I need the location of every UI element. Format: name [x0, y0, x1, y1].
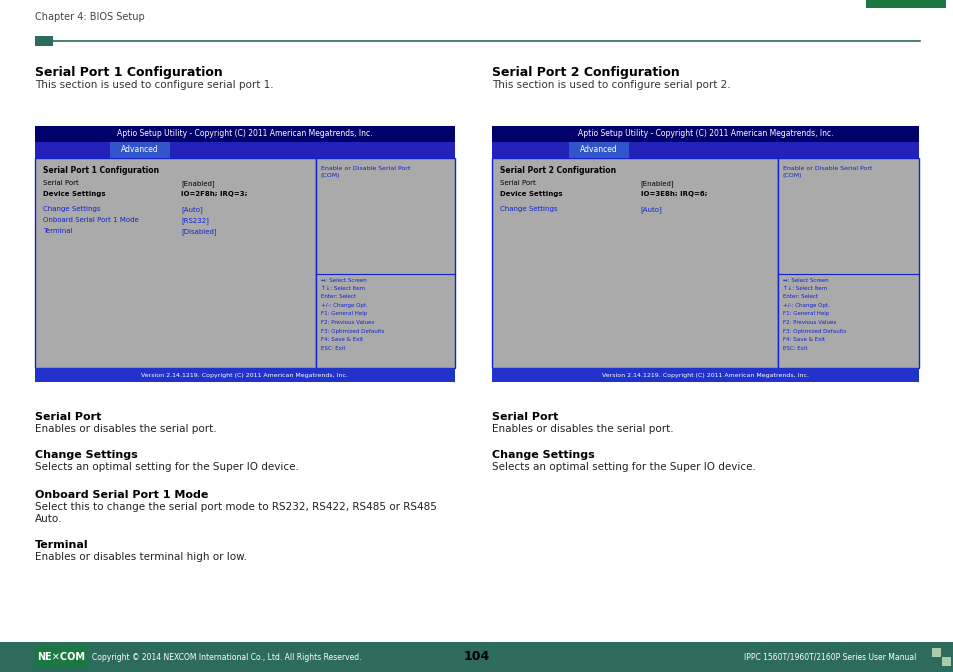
Text: Serial Port 2 Configuration: Serial Port 2 Configuration [492, 66, 679, 79]
Text: 104: 104 [463, 650, 490, 663]
Text: Terminal: Terminal [35, 540, 89, 550]
Text: ↑↓: Select Item: ↑↓: Select Item [320, 286, 365, 291]
Text: F2: Previous Values: F2: Previous Values [782, 320, 836, 325]
Text: [Enabled]: [Enabled] [640, 180, 674, 187]
Bar [315, 158, 455, 368]
Bar [35, 126, 455, 142]
Bar [110, 142, 170, 158]
Text: Serial Port 1 Configuration: Serial Port 1 Configuration [43, 166, 159, 175]
Text: Enable or Disable Serial Port
(COM): Enable or Disable Serial Port (COM) [782, 166, 871, 178]
Text: F4: Save & Exit: F4: Save & Exit [782, 337, 824, 342]
Text: Auto.: Auto. [35, 514, 63, 524]
Text: Select this to change the serial port mode to RS232, RS422, RS485 or RS485: Select this to change the serial port mo… [35, 502, 436, 512]
Bar [931, 657, 940, 666]
Text: ESC: Exit: ESC: Exit [782, 345, 806, 351]
Text: Serial Port: Serial Port [35, 412, 101, 422]
Text: F3: Optimized Defaults: F3: Optimized Defaults [320, 329, 384, 333]
Text: Terminal: Terminal [43, 228, 72, 234]
Text: +/-: Change Opt.: +/-: Change Opt. [320, 303, 367, 308]
Text: This section is used to configure serial port 2.: This section is used to configure serial… [492, 80, 730, 90]
Bar [941, 657, 950, 666]
Text: ↑↓: Select Item: ↑↓: Select Item [782, 286, 826, 291]
Bar [941, 648, 950, 657]
Text: +/-: Change Opt.: +/-: Change Opt. [782, 303, 829, 308]
Bar [931, 648, 940, 657]
Text: [Disabled]: [Disabled] [181, 228, 216, 235]
Bar [778, 158, 918, 368]
Text: Serial Port: Serial Port [499, 180, 536, 186]
Bar [35, 36, 53, 46]
Text: F4: Save & Exit: F4: Save & Exit [320, 337, 363, 342]
Text: Copyright © 2014 NEXCOM International Co., Ltd. All Rights Reserved.: Copyright © 2014 NEXCOM International Co… [91, 653, 361, 661]
Text: ESC: Exit: ESC: Exit [320, 345, 345, 351]
Text: Change Settings: Change Settings [35, 450, 137, 460]
Text: Aptio Setup Utility - Copyright (C) 2011 American Megatrends, Inc.: Aptio Setup Utility - Copyright (C) 2011… [117, 130, 373, 138]
Text: Onboard Serial Port 1 Mode: Onboard Serial Port 1 Mode [43, 217, 138, 223]
Text: Serial Port: Serial Port [492, 412, 558, 422]
Text: Onboard Serial Port 1 Mode: Onboard Serial Port 1 Mode [35, 490, 208, 500]
Text: Advanced: Advanced [579, 146, 617, 155]
Bar [568, 142, 628, 158]
Bar [35, 142, 455, 158]
Text: Enter: Select: Enter: Select [320, 294, 355, 300]
Text: Serial Port: Serial Port [43, 180, 79, 186]
Bar [865, 0, 945, 8]
Text: [Auto]: [Auto] [181, 206, 203, 213]
Text: Advanced: Advanced [121, 146, 159, 155]
Bar [0, 642, 953, 672]
Text: Enables or disables the serial port.: Enables or disables the serial port. [492, 424, 673, 434]
Text: IO=3E8h; IRQ=6;: IO=3E8h; IRQ=6; [640, 191, 706, 197]
Text: ↔: Select Screen: ↔: Select Screen [782, 278, 828, 282]
Text: Serial Port 1 Configuration: Serial Port 1 Configuration [35, 66, 222, 79]
Text: F3: Optimized Defaults: F3: Optimized Defaults [782, 329, 845, 333]
Text: Enter: Select: Enter: Select [782, 294, 817, 300]
Bar [492, 126, 918, 142]
Text: Chapter 4: BIOS Setup: Chapter 4: BIOS Setup [35, 12, 145, 22]
Text: F1: General Help: F1: General Help [320, 312, 367, 317]
Text: [Auto]: [Auto] [640, 206, 661, 213]
Text: ↔: Select Screen: ↔: Select Screen [320, 278, 366, 282]
Bar [492, 158, 778, 368]
Bar [492, 142, 918, 158]
Text: This section is used to configure serial port 1.: This section is used to configure serial… [35, 80, 274, 90]
Text: Enables or disables the serial port.: Enables or disables the serial port. [35, 424, 216, 434]
Text: NE✕COM: NE✕COM [869, 0, 942, 1]
Text: Enable or Disable Serial Port
(COM): Enable or Disable Serial Port (COM) [320, 166, 410, 178]
Text: F1: General Help: F1: General Help [782, 312, 828, 317]
Bar [35, 646, 87, 668]
Text: Device Settings: Device Settings [43, 191, 106, 197]
Bar [35, 368, 455, 382]
Text: Selects an optimal setting for the Super IO device.: Selects an optimal setting for the Super… [492, 462, 755, 472]
Text: Device Settings: Device Settings [499, 191, 562, 197]
Text: Version 2.14.1219. Copyright (C) 2011 American Megatrends, Inc.: Version 2.14.1219. Copyright (C) 2011 Am… [141, 372, 348, 378]
Bar [492, 368, 918, 382]
Text: Selects an optimal setting for the Super IO device.: Selects an optimal setting for the Super… [35, 462, 298, 472]
Text: [Enabled]: [Enabled] [181, 180, 214, 187]
Text: F2: Previous Values: F2: Previous Values [320, 320, 374, 325]
Text: Change Settings: Change Settings [43, 206, 100, 212]
Text: [RS232]: [RS232] [181, 217, 209, 224]
Text: Enables or disables terminal high or low.: Enables or disables terminal high or low… [35, 552, 247, 562]
Text: Version 2.14.1219. Copyright (C) 2011 American Megatrends, Inc.: Version 2.14.1219. Copyright (C) 2011 Am… [601, 372, 808, 378]
Text: IO=2F8h; IRQ=3;: IO=2F8h; IRQ=3; [181, 191, 247, 197]
Text: NE✕COM: NE✕COM [37, 652, 85, 662]
Bar [35, 158, 315, 368]
Text: Aptio Setup Utility - Copyright (C) 2011 American Megatrends, Inc.: Aptio Setup Utility - Copyright (C) 2011… [578, 130, 832, 138]
Text: Change Settings: Change Settings [492, 450, 594, 460]
Text: IPPC 1560T/1960T/2160P Series User Manual: IPPC 1560T/1960T/2160P Series User Manua… [742, 653, 915, 661]
Text: Change Settings: Change Settings [499, 206, 557, 212]
Text: Serial Port 2 Configuration: Serial Port 2 Configuration [499, 166, 616, 175]
